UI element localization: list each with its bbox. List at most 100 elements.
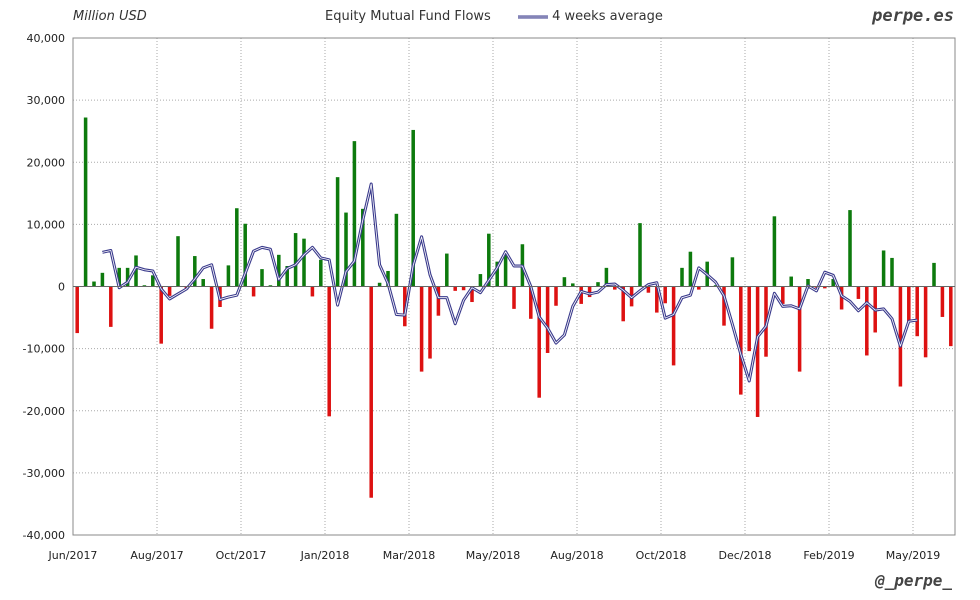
bar	[487, 233, 491, 287]
bar	[915, 286, 919, 337]
watermark-top: perpe.es	[872, 6, 954, 26]
bar	[621, 286, 625, 322]
bar	[789, 276, 793, 287]
bar	[529, 286, 533, 319]
bar	[537, 286, 541, 398]
bar	[478, 274, 483, 287]
bar	[781, 286, 785, 304]
bar	[92, 281, 96, 287]
unit-label: Million USD	[73, 9, 147, 24]
bar	[193, 256, 197, 287]
bar	[361, 208, 365, 287]
x-tick-label: Oct/2017	[216, 549, 267, 562]
bar	[739, 286, 743, 395]
x-tick-label: May/2019	[886, 549, 940, 562]
legend-label: 4 weeks average	[552, 9, 663, 24]
y-tick-label: 20,000	[27, 156, 66, 169]
bar	[940, 286, 945, 317]
bar	[327, 286, 331, 417]
bar	[293, 233, 298, 287]
bar	[697, 286, 701, 290]
bar	[571, 283, 575, 287]
bar	[302, 238, 306, 287]
bar	[134, 255, 138, 287]
bar	[579, 286, 583, 304]
bar	[881, 250, 886, 287]
bar	[596, 282, 600, 287]
bar	[151, 275, 155, 287]
bar	[495, 261, 499, 287]
x-tick-label: Jun/2017	[48, 549, 98, 562]
average-line-highlight	[102, 183, 918, 382]
bar	[75, 286, 79, 334]
bar	[251, 286, 256, 297]
bar	[470, 286, 474, 303]
bar	[335, 177, 340, 287]
bar	[369, 286, 373, 498]
bar	[797, 286, 802, 372]
bar	[806, 279, 810, 287]
bar	[512, 286, 516, 309]
bar	[671, 286, 676, 366]
chart-title: Equity Mutual Fund Flows	[325, 9, 491, 24]
bar	[235, 208, 239, 287]
bar	[201, 279, 205, 287]
bar	[344, 212, 348, 287]
bar	[176, 236, 180, 287]
bar	[100, 272, 105, 287]
bar	[923, 286, 928, 358]
y-tick-label: 10,000	[27, 218, 66, 231]
bar	[109, 286, 113, 327]
bar	[377, 282, 382, 287]
bar	[747, 286, 751, 352]
x-tick-label: Feb/2019	[803, 549, 854, 562]
bar	[436, 286, 441, 316]
bar	[949, 286, 953, 347]
x-tick-label: Jan/2018	[300, 549, 350, 562]
bar	[613, 286, 617, 290]
x-axis-ticks: Jun/2017 Aug/2017 Oct/2017 Jan/2018 Mar/2018…	[48, 549, 941, 562]
bar	[587, 286, 592, 298]
bar	[167, 286, 172, 296]
gridlines	[73, 37, 955, 536]
bar	[722, 286, 726, 326]
bar	[688, 251, 693, 287]
bar	[856, 286, 861, 299]
x-tick-label: Mar/2018	[383, 549, 435, 562]
bar	[898, 286, 903, 387]
y-tick-label: 40,000	[27, 32, 66, 45]
bar	[890, 257, 894, 287]
bar	[730, 257, 735, 287]
bar	[713, 285, 718, 287]
bar	[142, 285, 147, 287]
x-tick-label: May/2018	[466, 549, 520, 562]
bar	[638, 223, 642, 287]
y-tick-label: -20,000	[23, 405, 65, 418]
bar	[310, 286, 315, 297]
bar	[545, 286, 550, 353]
y-tick-label: -40,000	[23, 529, 65, 542]
bar	[428, 286, 432, 359]
bar	[117, 267, 121, 287]
y-tick-label: 30,000	[27, 94, 66, 107]
x-tick-label: Oct/2018	[636, 549, 687, 562]
bar	[655, 286, 659, 313]
bar	[419, 286, 424, 372]
bar	[554, 286, 558, 306]
bar	[285, 266, 289, 287]
bar	[814, 286, 819, 288]
bar	[839, 286, 844, 310]
y-axis-ticks: 40,000 30,000 20,000 10,000 0 -10,000 -20,000 -…	[23, 32, 65, 542]
bar	[907, 286, 911, 323]
watermark-bottom: @_perpe_	[874, 571, 952, 590]
bar	[848, 210, 852, 287]
y-tick-label: 0	[58, 281, 65, 294]
bar	[260, 269, 264, 287]
bar	[461, 286, 466, 291]
bar	[772, 216, 777, 287]
bar	[243, 223, 247, 287]
bar	[865, 286, 869, 356]
bar	[159, 286, 163, 344]
bar	[352, 141, 357, 287]
